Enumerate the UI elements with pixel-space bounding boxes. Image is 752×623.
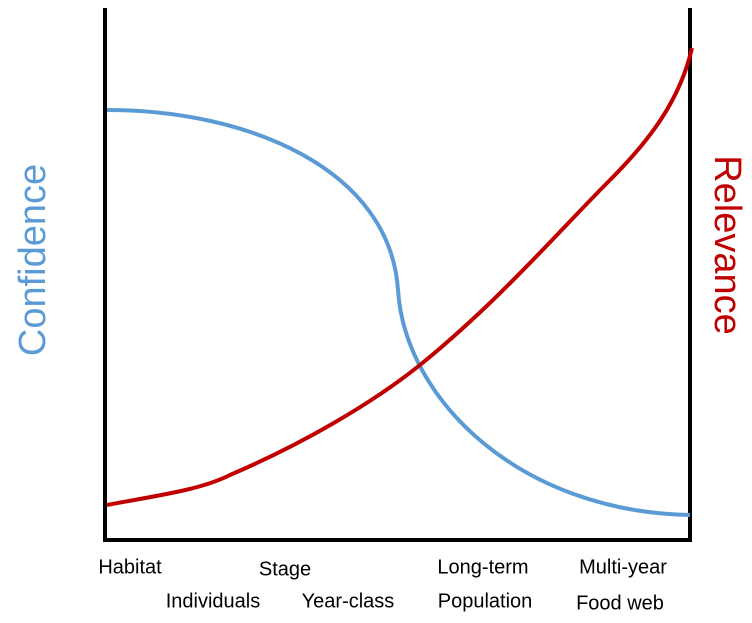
x-label: Long-term	[437, 556, 528, 578]
confidence-curve	[106, 108, 691, 517]
x-label: Habitat	[98, 556, 162, 578]
x-label: Multi-year	[579, 556, 667, 578]
left-axis-label: Confidence	[12, 164, 54, 356]
x-label: Year-class	[302, 590, 395, 612]
x-label: Food web	[576, 592, 664, 614]
relevance-curve	[106, 47, 694, 507]
right-axis-label: Relevance	[706, 155, 748, 335]
x-label: Stage	[259, 558, 311, 580]
x-label: Individuals	[166, 590, 261, 612]
x-label: Population	[438, 590, 533, 612]
